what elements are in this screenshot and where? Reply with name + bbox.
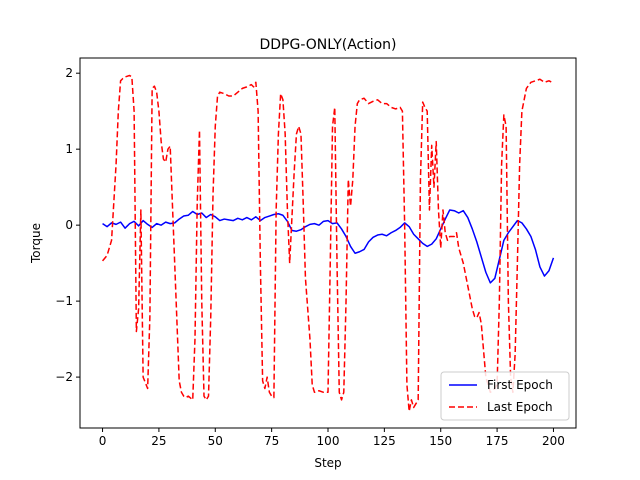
x-tick-label: 0 — [99, 434, 107, 448]
y-tick-label: 1 — [65, 142, 73, 156]
x-tick-label: 25 — [151, 434, 166, 448]
series-layer — [101, 74, 555, 413]
legend-label-last-epoch: Last Epoch — [487, 400, 553, 414]
x-axis: 0 25 50 75 100 125 150 175 200 — [99, 428, 565, 448]
x-tick-label: 175 — [486, 434, 509, 448]
x-tick-label: 75 — [264, 434, 279, 448]
y-tick-label: 2 — [65, 66, 73, 80]
legend-box — [440, 371, 570, 421]
legend: First Epoch Last Epoch — [440, 371, 570, 421]
y-tick-label: −1 — [55, 294, 73, 308]
y-axis-label: Torque — [29, 223, 43, 264]
series-line-last-epoch — [101, 74, 554, 413]
y-tick-label: −2 — [55, 370, 73, 384]
legend-label-first-epoch: First Epoch — [487, 378, 553, 392]
x-tick-label: 100 — [317, 434, 340, 448]
chart-title: DDPG-ONLY(Action) — [259, 37, 396, 53]
series-line-first-epoch — [102, 209, 555, 284]
x-tick-label: 50 — [208, 434, 223, 448]
x-tick-label: 200 — [542, 434, 565, 448]
y-axis: −2 −1 0 1 2 — [55, 66, 80, 384]
y-tick-label: 0 — [65, 218, 73, 232]
x-axis-label: Step — [314, 456, 341, 470]
x-tick-label: 125 — [373, 434, 396, 448]
x-tick-label: 150 — [429, 434, 452, 448]
